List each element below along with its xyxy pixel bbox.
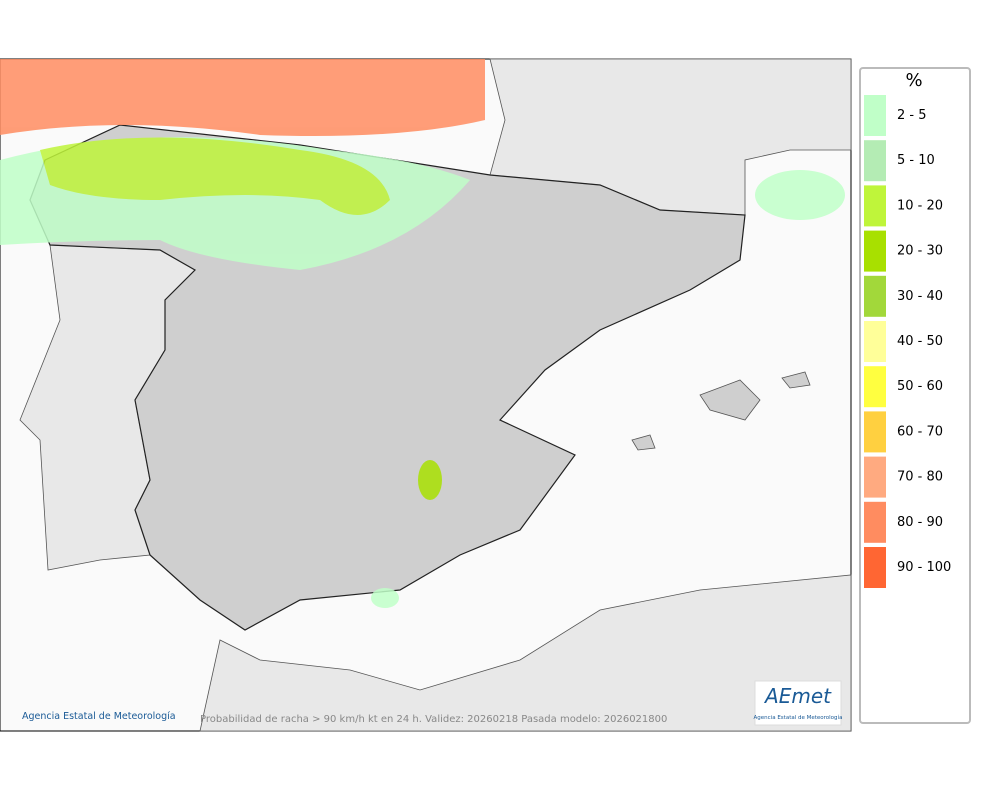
- legend-label: 70 - 80: [897, 470, 943, 485]
- legend-swatch: [864, 366, 886, 408]
- mallorca: [699, 379, 761, 421]
- area-2-5: [371, 588, 399, 608]
- area-80-90: [0, 59, 485, 136]
- legend-label: 30 - 40: [897, 289, 943, 304]
- legend-box: [859, 67, 971, 724]
- area-10-20: [40, 137, 390, 215]
- legend-title: %: [905, 70, 922, 91]
- legend-label: 90 - 100: [897, 560, 951, 575]
- legend-label: 80 - 90: [897, 515, 943, 530]
- legend-label: 10 - 20: [897, 198, 943, 213]
- legend-swatch: [864, 185, 886, 227]
- legend-swatch: [864, 456, 886, 498]
- area-2-5: [755, 170, 845, 220]
- credit: Agencia Estatal de Meteorología: [22, 711, 176, 722]
- legend-swatch: [864, 140, 886, 182]
- legend-swatch: [864, 321, 886, 362]
- africa: [199, 574, 852, 732]
- legend-swatch: [864, 230, 886, 272]
- legend-swatch: [864, 275, 886, 317]
- area-20-30: [418, 460, 442, 500]
- legend-label: 50 - 60: [897, 379, 943, 394]
- legend-swatch: [864, 411, 886, 453]
- legend-label: 20 - 30: [897, 244, 943, 259]
- legend-swatch: [864, 547, 886, 588]
- legend-label: 2 - 5: [897, 108, 927, 123]
- logo-subtitle: Agencia Estatal de Meteorología: [754, 714, 843, 721]
- menorca: [781, 371, 811, 389]
- logo: AEmet: [763, 684, 832, 708]
- caption: Probabilidad de racha > 90 km/h kt en 24…: [200, 714, 667, 725]
- legend-swatch: [864, 95, 886, 136]
- probability-areas: [0, 59, 845, 608]
- logo-box: [754, 680, 842, 726]
- legend-label: 60 - 70: [897, 424, 943, 439]
- legend-swatch: [864, 501, 886, 543]
- legend-label: 40 - 50: [897, 334, 943, 349]
- legend-label: 5 - 10: [897, 153, 935, 168]
- ibiza: [631, 434, 656, 451]
